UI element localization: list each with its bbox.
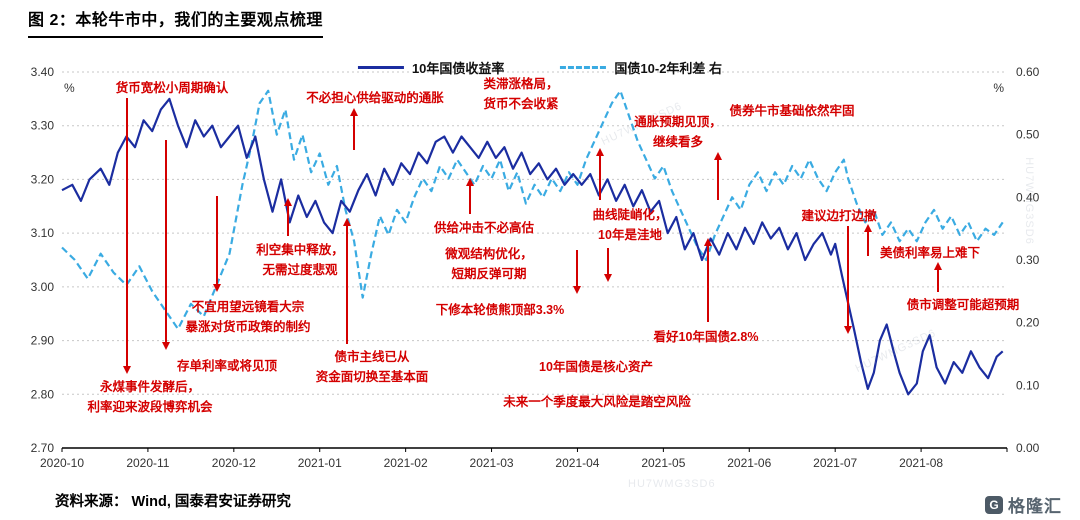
chart-legend: 10年国债收益率 国债10-2年利差 右: [357, 58, 722, 77]
page-title: 图 2：本轮牛市中，我们的主要观点梳理: [28, 6, 323, 38]
y-right-tick-label: 0.30: [1016, 253, 1040, 267]
x-axis-label: 2021-01: [298, 456, 342, 470]
y-right-tick-label: 0.60: [1016, 65, 1040, 79]
x-axis-label: 2020-10: [40, 456, 84, 470]
y-left-tick-label: 2.70: [31, 441, 55, 455]
y-left-tick-label: 3.40: [31, 65, 55, 79]
annotation: 债市主线已从 资金面切换至基本面: [315, 350, 429, 384]
source-note: 资料来源： Wind, 国泰君安证券研究: [55, 494, 291, 510]
annotation: 美债利率易上难下: [879, 246, 981, 260]
x-axis-label: 2021-04: [555, 456, 599, 470]
annotation: 通胀预期见顶， 继续看多: [634, 115, 722, 149]
y-left-unit-label: %: [64, 81, 75, 95]
legend-label: 10年国债收益率: [411, 61, 505, 76]
annotation: 微观结构优化， 短期反弹可期: [445, 247, 533, 281]
annotation: 类滞涨格局， 货币不会收紧: [483, 77, 559, 111]
series-spread-line: [61, 89, 1004, 330]
x-axis-label: 2020-12: [212, 456, 256, 470]
title-bar: 图 2：本轮牛市中，我们的主要观点梳理: [28, 6, 323, 38]
watermark: HU7WMG3SD6: [628, 478, 716, 490]
gelonghui-logo-icon: G: [985, 495, 1003, 514]
x-axis-label: 2021-05: [641, 456, 685, 470]
annotation: 看好10年国债2.8%: [653, 330, 759, 344]
annotation: 货币宽松小周期确认: [115, 81, 229, 95]
x-axis-label: 2021-03: [470, 456, 514, 470]
annotation: 债市调整可能超预期: [906, 298, 1020, 312]
legend-item-spread: 国债10-2年利差 右: [560, 58, 722, 77]
legend-label: 国债10-2年利差 右: [614, 61, 723, 76]
x-axis-label: 2021-02: [384, 456, 428, 470]
y-left-tick-label: 3.30: [31, 119, 55, 133]
x-axis-label: 2021-06: [727, 456, 771, 470]
y-right-tick-label: 0.00: [1016, 441, 1040, 455]
x-axis-label: 2020-11: [126, 456, 169, 470]
line-chart-canvas: 3.40 3.30 3.20 3.10 3.00 2.90 2.80 2.70 0.60 0.50…: [31, 65, 1040, 470]
annotation: 10年国债是核心资产: [539, 360, 653, 374]
y-right-tick-label: 0.10: [1016, 378, 1040, 392]
gelonghui-logo-text: 格隆汇: [1008, 497, 1062, 516]
gelonghui-logo: G 格隆汇: [985, 492, 1062, 517]
legend-swatch-dashed-line: [560, 66, 607, 69]
annotation: 永煤事件发酵后， 利率迎来波段博弈机会: [87, 380, 213, 414]
y-right-tick-label: 0.40: [1016, 190, 1040, 204]
y-left-tick-label: 2.80: [31, 387, 55, 401]
y-left-tick-label: 3.20: [31, 172, 55, 186]
annotation: 下修本轮债熊顶部3.3%: [435, 303, 565, 317]
annotation: 建议边打边撤: [801, 209, 877, 223]
y-right-unit-label: %: [993, 81, 1004, 95]
annotation: 未来一个季度最大风险是踏空风险: [503, 395, 691, 409]
legend-item-yield: 10年国债收益率: [357, 58, 505, 77]
legend-swatch-solid-line: [357, 66, 404, 69]
y-left-tick-label: 3.10: [31, 226, 55, 240]
annotation: 存单利率或将见顶: [176, 359, 278, 373]
annotation: 曲线陡峭化， 10年是洼地: [592, 208, 668, 242]
x-axis-label: 2021-07: [813, 456, 857, 470]
x-axis-label: 2021-08: [899, 456, 943, 470]
annotation: 供给冲击不必高估: [433, 221, 535, 235]
annotation: 不宜用望远镜看大宗 暴涨对货币政策的制约: [185, 300, 311, 334]
annotation: 不必担心供给驱动的通胀: [306, 91, 444, 105]
series-yield-line: [61, 97, 1004, 396]
annotation: 利空集中释放， 无需过度悲观: [256, 243, 344, 277]
y-right-tick-label: 0.50: [1016, 128, 1040, 142]
y-left-tick-label: 2.90: [31, 334, 55, 348]
y-right-tick-label: 0.20: [1016, 316, 1040, 330]
annotation: 债券牛市基础依然牢固: [729, 104, 855, 118]
y-left-tick-label: 3.00: [31, 280, 55, 294]
